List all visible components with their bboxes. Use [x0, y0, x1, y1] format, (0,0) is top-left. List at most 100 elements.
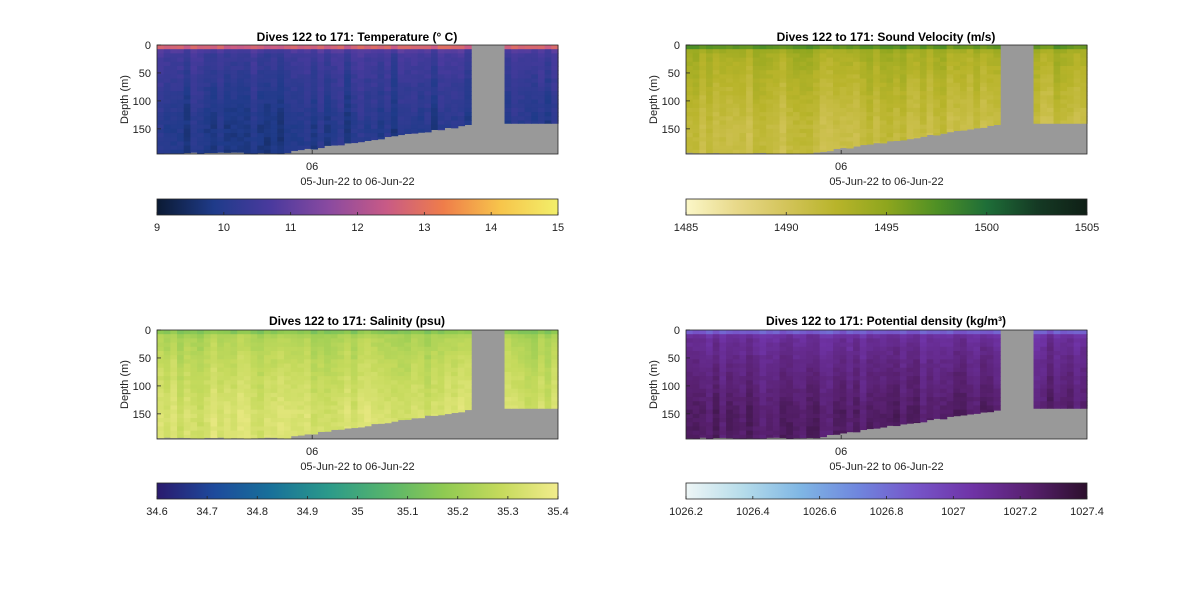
heatmap-cell: [277, 330, 285, 335]
heatmap-cell: [926, 82, 934, 88]
heatmap-cell: [444, 338, 452, 344]
heatmap-cell: [859, 330, 868, 335]
heatmap-cell: [163, 128, 171, 134]
heatmap-cell: [719, 430, 727, 436]
heatmap-cell: [404, 124, 412, 130]
heatmap-cell: [772, 70, 781, 75]
heatmap-cell: [310, 359, 318, 365]
heatmap-cell: [812, 70, 821, 75]
heatmap-cell: [370, 376, 379, 381]
heatmap-cell: [157, 124, 165, 130]
heatmap-cell: [926, 57, 934, 63]
heatmap-cell: [699, 346, 707, 352]
heatmap-cell: [324, 53, 332, 59]
heatmap-cell: [826, 367, 834, 373]
heatmap-cell: [263, 95, 272, 100]
heatmap-cell: [692, 422, 700, 427]
heatmap-cell: [899, 392, 908, 398]
heatmap-cell: [759, 86, 767, 92]
heatmap-cell: [893, 116, 901, 121]
heatmap-cell: [766, 334, 774, 339]
heatmap-cell: [170, 82, 178, 88]
heatmap-cell: [846, 342, 854, 348]
heatmap-cell: [686, 74, 694, 80]
heatmap-cell: [1066, 70, 1075, 75]
heatmap-cell: [263, 363, 272, 369]
heatmap-cell: [183, 149, 192, 154]
heatmap-cell: [504, 330, 512, 335]
heatmap-cell: [210, 338, 218, 344]
heatmap-cell: [257, 397, 265, 402]
heatmap-cell: [384, 99, 392, 105]
heatmap-cell: [290, 74, 298, 80]
heatmap-cell: [384, 397, 392, 402]
heatmap-cell: [250, 367, 258, 373]
heatmap-cell: [344, 371, 352, 377]
heatmap-cell: [772, 145, 781, 151]
heatmap-cell: [766, 45, 774, 50]
heatmap-cell: [759, 103, 767, 109]
heatmap-cell: [437, 342, 445, 348]
heatmap-cell: [290, 99, 298, 105]
heatmap-cell: [1033, 57, 1041, 63]
heatmap-cell: [357, 384, 365, 390]
heatmap-cell: [973, 74, 981, 80]
heatmap-cell: [297, 120, 305, 126]
heatmap-cell: [846, 397, 854, 402]
heatmap-cell: [846, 355, 854, 360]
heatmap-cell: [324, 112, 332, 117]
heatmap-cell: [364, 78, 372, 84]
heatmap-cell: [899, 45, 908, 50]
heatmap-cell: [344, 45, 352, 50]
heatmap-cell: [263, 128, 272, 134]
heatmap-cell: [177, 342, 185, 348]
heatmap-cell: [692, 380, 700, 385]
heatmap-cell: [237, 367, 245, 373]
heatmap-cell: [210, 430, 218, 436]
heatmap-cell: [960, 124, 968, 130]
heatmap-cell: [819, 359, 827, 365]
heatmap-cell: [344, 418, 352, 423]
heatmap-cell: [250, 380, 258, 385]
heatmap-cell: [250, 86, 258, 92]
heatmap-cell: [230, 355, 238, 360]
heatmap-cell: [926, 78, 934, 84]
heatmap-cell: [183, 359, 192, 365]
heatmap-cell: [866, 363, 874, 369]
heatmap-cell: [223, 392, 232, 398]
heatmap-cell: [812, 49, 821, 54]
heatmap-cell: [170, 384, 178, 390]
heatmap-cell: [183, 45, 192, 50]
heatmap-cell: [919, 61, 928, 67]
heatmap-cell: [913, 120, 921, 126]
heatmap-cell: [726, 78, 734, 84]
heatmap-cell: [517, 70, 526, 75]
heatmap-cell: [223, 82, 232, 88]
heatmap-cell: [726, 334, 734, 339]
heatmap-cell: [766, 413, 774, 419]
heatmap-cell: [531, 367, 539, 373]
heatmap-cell: [893, 409, 901, 415]
heatmap-cell: [257, 74, 265, 80]
heatmap-cell: [310, 422, 318, 427]
heatmap-cell: [886, 99, 894, 105]
heatmap-cell: [190, 376, 198, 381]
heatmap-cell: [464, 342, 472, 348]
heatmap-cell: [893, 384, 901, 390]
heatmap-cell: [1080, 116, 1088, 121]
heatmap-cell: [846, 78, 854, 84]
heatmap-cell: [686, 70, 694, 75]
heatmap-cell: [746, 124, 754, 130]
heatmap-cell: [263, 149, 272, 154]
heatmap-cell: [746, 74, 754, 80]
heatmap-cell: [243, 103, 252, 109]
heatmap-cell: [257, 367, 265, 373]
heatmap-cell: [926, 45, 934, 50]
heatmap-cell: [806, 380, 814, 385]
heatmap-cell: [517, 359, 526, 365]
heatmap-cell: [819, 141, 827, 147]
heatmap-cell: [197, 70, 205, 75]
heatmap-cell: [370, 367, 379, 373]
heatmap-cell: [170, 86, 178, 92]
heatmap-cell: [203, 426, 212, 432]
